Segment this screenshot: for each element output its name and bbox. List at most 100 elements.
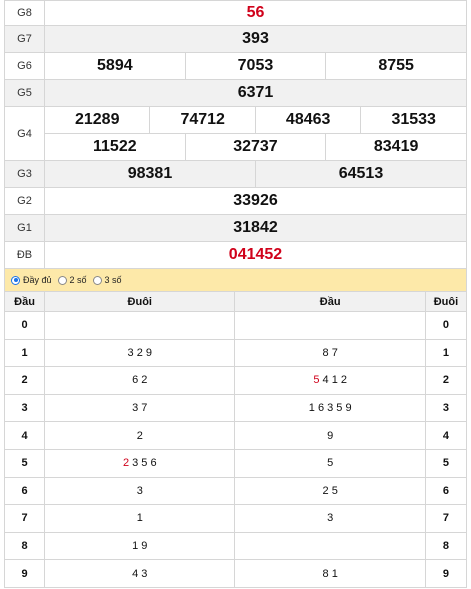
highlight-digit: 5 — [313, 374, 320, 387]
loto-tail-digit: 5 — [424, 448, 468, 478]
loto-head-list: 3 — [234, 504, 426, 533]
loto-tail-digit: 6 — [424, 476, 468, 506]
loto-tail-list: 1 — [44, 504, 236, 533]
prize-label: G1 — [4, 214, 45, 242]
prize-value: 48463 — [254, 106, 362, 134]
prize-value: 64513 — [254, 160, 468, 188]
option-label: Đầy đủ — [23, 275, 52, 285]
prize-row-g2: G2 33926 — [4, 187, 467, 215]
loto-tail-digit: 8 — [424, 531, 468, 561]
header-duoi: Đuôi — [44, 291, 236, 312]
option-full[interactable]: Đầy đủ — [11, 275, 52, 285]
prize-value: 393 — [44, 25, 467, 53]
prize-table: G8 56 G7 393 G6 5894 7053 8755 G5 6371 G… — [4, 0, 468, 269]
prize-row-g3: G3 98381 64513 — [4, 160, 468, 188]
loto-head-list — [234, 311, 426, 340]
tail-digits: 3 — [136, 484, 143, 497]
prize-label: ĐB — [4, 241, 45, 269]
tail-digits: 3 2 9 — [127, 346, 153, 359]
tail-digits: 2 — [136, 429, 143, 442]
radio-unchecked-icon[interactable] — [92, 275, 102, 285]
loto-head-digit: 4 — [3, 421, 46, 450]
prize-row-g1: G1 31842 — [4, 214, 467, 242]
prize-value: 6371 — [44, 79, 467, 107]
loto-tail-list: 2 3 5 6 — [44, 448, 236, 478]
loto-head-digit: 1 — [3, 338, 46, 368]
loto-head-digit: 9 — [3, 559, 46, 588]
prize-value: 56 — [44, 0, 467, 26]
loto-tail-list: 3 — [44, 476, 236, 506]
prize-value: 21289 — [43, 106, 151, 134]
option-2-digits[interactable]: 2 số — [57, 275, 87, 285]
loto-head-list: 8 7 — [234, 338, 426, 368]
loto-tail-digit: 1 — [424, 338, 468, 368]
prize-value: 5894 — [44, 52, 186, 80]
prize-row-g5: G5 6371 — [4, 79, 467, 107]
loto-row: 8 1 9 8 — [3, 531, 468, 561]
prize-value: 31842 — [44, 214, 467, 242]
loto-head-list — [234, 531, 426, 561]
loto-row: 9 4 3 8 1 9 — [3, 559, 468, 588]
prize-value: 83419 — [325, 133, 467, 161]
loto-head-list: 1 6 3 5 9 — [234, 393, 426, 423]
prize-value: 11522 — [44, 133, 186, 161]
loto-tail-list — [44, 311, 236, 340]
prize-label: G6 — [4, 52, 45, 80]
loto-head-digit: 7 — [3, 504, 46, 533]
header-dau: Đầu — [234, 291, 426, 312]
prize-label: G3 — [4, 160, 45, 188]
loto-head-digit: 2 — [3, 366, 46, 395]
loto-head-list: 5 — [234, 448, 426, 478]
option-3-digits[interactable]: 3 số — [92, 275, 122, 285]
loto-tail-digit: 3 — [424, 393, 468, 423]
tail-digits: 1 — [136, 512, 143, 525]
loto-tail-digit: 0 — [424, 311, 468, 340]
prize-label: G8 — [4, 0, 45, 26]
loto-head-digit: 8 — [3, 531, 46, 561]
head-digits: 3 — [327, 512, 334, 525]
prize-value: 74712 — [149, 106, 256, 134]
loto-row: 4 2 9 4 — [3, 421, 468, 450]
radio-checked-icon[interactable] — [11, 275, 20, 285]
loto-tail-digit: 9 — [424, 559, 468, 588]
option-label: 2 số — [69, 275, 87, 285]
prize-label: G5 — [4, 79, 45, 107]
loto-head-digit: 5 — [3, 448, 46, 478]
prize-value: 98381 — [44, 160, 256, 188]
loto-tail-digit: 4 — [424, 421, 468, 450]
prize-value: 7053 — [184, 52, 327, 80]
loto-head-list: 5 4 1 2 — [234, 366, 426, 395]
prize-value: 31533 — [360, 106, 467, 134]
loto-head-digit: 3 — [3, 393, 46, 423]
prize-label: G4 — [4, 106, 45, 161]
head-digits: 8 1 — [322, 567, 338, 580]
lottery-results: G8 56 G7 393 G6 5894 7053 8755 G5 6371 G… — [3, 0, 468, 588]
prize-row-db: ĐB 041452 — [4, 241, 467, 269]
loto-header-row: Đầu Đuôi Đầu Đuôi — [3, 291, 468, 312]
loto-row: 1 3 2 9 8 7 1 — [3, 338, 468, 368]
loto-tail-list: 3 7 — [44, 393, 236, 423]
loto-tail-list: 1 9 — [44, 531, 236, 561]
loto-row: 6 3 2 5 6 — [3, 476, 468, 506]
prize-value: 33926 — [44, 187, 467, 215]
radio-unchecked-icon[interactable] — [57, 275, 67, 285]
loto-head-list: 9 — [234, 421, 426, 450]
loto-tail-digit: 2 — [424, 366, 468, 395]
head-digits: 8 7 — [322, 346, 338, 359]
loto-head-list: 8 1 — [234, 559, 426, 588]
head-digits: 1 6 3 5 9 — [308, 402, 352, 415]
loto-row: 7 1 3 7 — [3, 504, 468, 533]
prize-row-g8: G8 56 — [4, 0, 467, 26]
head-digits: 5 — [327, 457, 334, 470]
highlight-digit: 2 — [122, 457, 130, 470]
option-label: 3 số — [104, 275, 122, 285]
loto-row: 3 3 7 1 6 3 5 9 3 — [3, 393, 468, 423]
tail-digits: 1 9 — [132, 540, 148, 553]
prize-value: 8755 — [325, 52, 467, 80]
prize-label: G2 — [4, 187, 45, 215]
special-prize-value: 041452 — [44, 241, 467, 269]
head-digits: 9 — [327, 429, 334, 442]
prize-label: G7 — [4, 25, 45, 53]
